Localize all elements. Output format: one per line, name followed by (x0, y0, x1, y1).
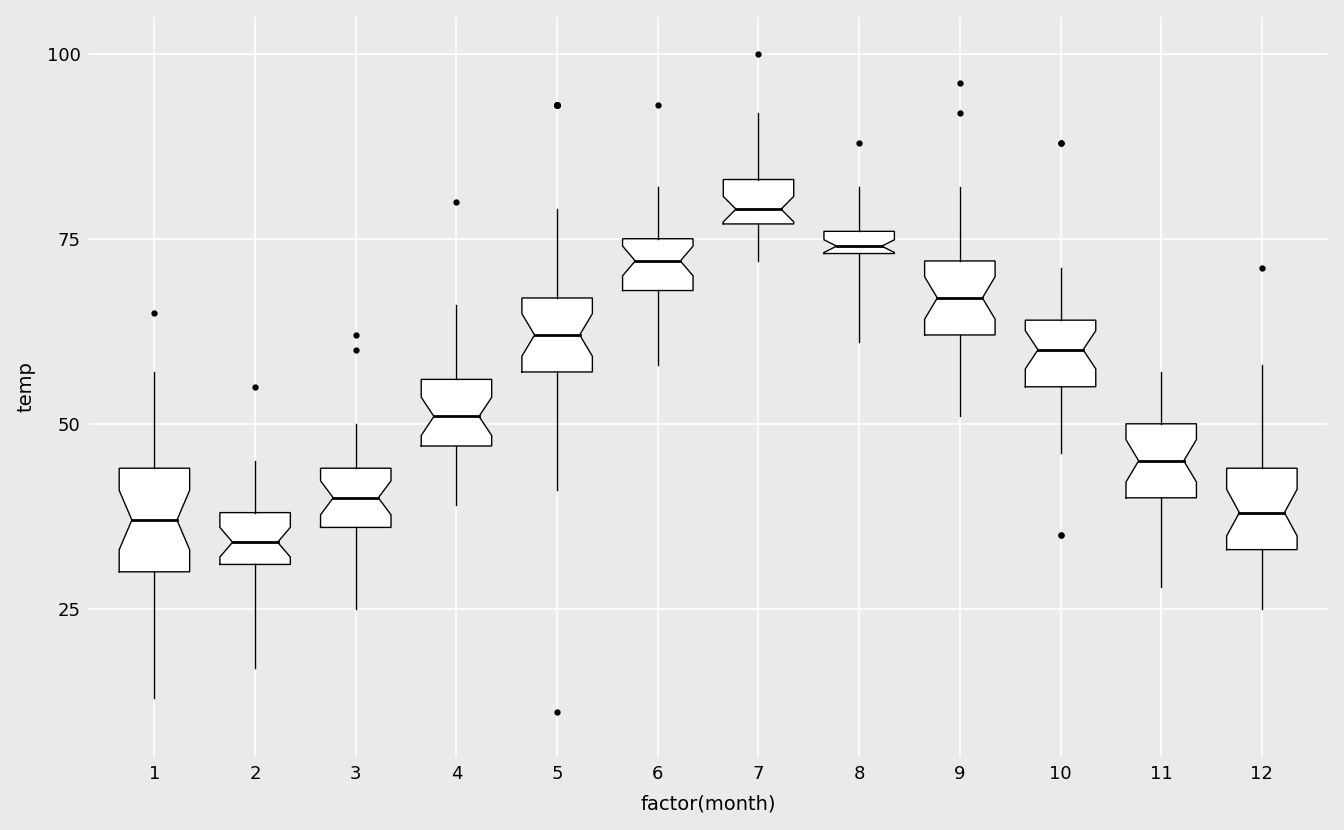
Polygon shape (622, 239, 694, 290)
Y-axis label: temp: temp (16, 361, 36, 413)
Polygon shape (321, 468, 391, 527)
Polygon shape (824, 232, 894, 253)
Polygon shape (421, 379, 492, 446)
Polygon shape (1227, 468, 1297, 549)
Polygon shape (723, 179, 794, 224)
Polygon shape (925, 261, 995, 335)
Polygon shape (120, 468, 190, 572)
Polygon shape (1025, 320, 1095, 387)
X-axis label: factor(month): factor(month) (640, 794, 775, 813)
Polygon shape (220, 513, 290, 564)
Polygon shape (1126, 424, 1196, 498)
Polygon shape (521, 298, 593, 372)
